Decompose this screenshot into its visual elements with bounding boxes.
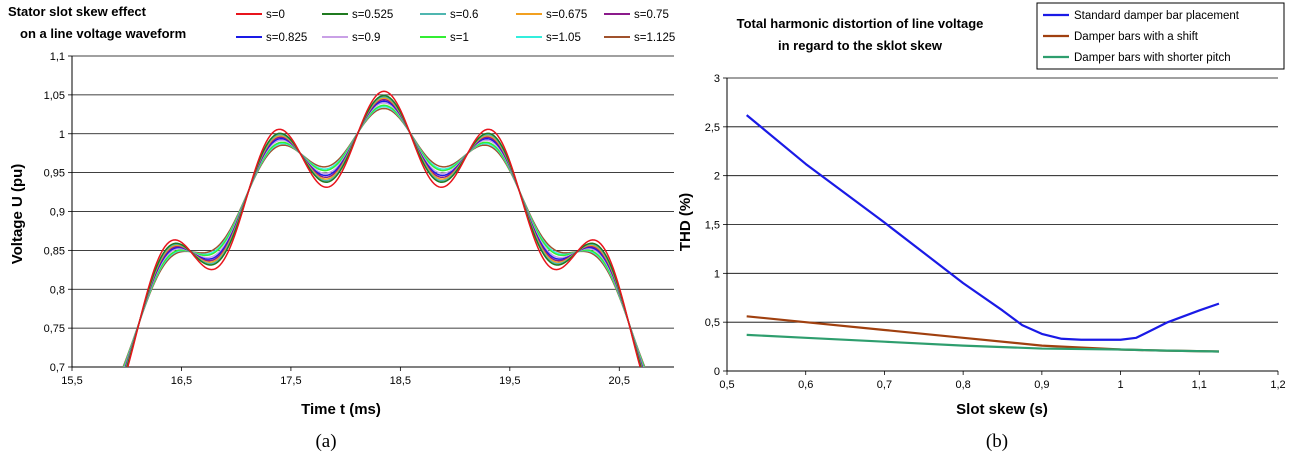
panel-b-series-line [746, 333, 1219, 353]
panel-b-y-tick-label: 0 [714, 366, 720, 378]
panel-a-series-line [126, 94, 642, 367]
panel-b-y-axis-label: THD (%) [677, 193, 694, 251]
panel-b-legend-label: Standard damper bar placement [1074, 10, 1240, 22]
panel-b-y-tick-label: 3 [714, 73, 720, 85]
panel-a-title-line-2: on a line voltage waveform [20, 26, 186, 41]
panel-a-legend-label: s=1 [450, 32, 469, 44]
panel-a-legend-label: s=0.6 [450, 9, 478, 21]
panel-a-x-tick-label: 17,5 [280, 375, 301, 387]
panel-b-x-tick-label: 1 [1118, 379, 1124, 391]
panel-a-x-tick-label: 19,5 [499, 375, 520, 387]
panel-b-y-tick-label: 2,5 [705, 122, 720, 134]
panel-a-series-line [124, 100, 644, 367]
panel-b-caption: (b) [986, 431, 1008, 452]
panel-a-series-line [124, 102, 644, 367]
panel-b-legend: Standard damper bar placement Damper bars… [1036, 2, 1285, 70]
panel-a-series-line [122, 107, 646, 367]
panel-b-x-axis-label: Slot skew (s) [956, 401, 1048, 418]
panel-a-legend-label: s=1.125 [634, 32, 675, 44]
panel-a-y-tick-label: 0,9 [50, 207, 65, 219]
panel-b-title-line-2: in regard to the sklot skew [778, 38, 943, 53]
panel-b-y-tick-label: 1,5 [705, 220, 720, 232]
panel-a-x-tick-label: 18,5 [390, 375, 411, 387]
panel-a-y-tick-label: 1,05 [44, 90, 65, 102]
panel-a-legend-label: s=0.825 [266, 32, 307, 44]
panel-a-series-line [123, 105, 645, 367]
panel-a-voltage-chart: Stator slot skew effect on a line voltag… [8, 4, 675, 452]
panel-a-legend-label: s=0.9 [352, 32, 380, 44]
panel-b-title-line-1: Total harmonic distortion of line voltag… [737, 16, 984, 31]
panel-b-x-tick-label: 0,7 [877, 379, 892, 391]
panel-a-x-tick-label: 20,5 [609, 375, 630, 387]
panel-b-legend-box [1036, 2, 1285, 70]
panel-a-y-tick-label: 0,75 [44, 323, 65, 335]
panel-a-legend-label: s=0.525 [352, 9, 393, 21]
panel-a-title-line-1: Stator slot skew effect [8, 4, 147, 19]
panel-a-caption: (a) [315, 431, 336, 452]
panel-a-series-group [122, 90, 646, 367]
panel-b-legend-label: Damper bars with shorter pitch [1074, 52, 1231, 64]
panel-a-legend-label: s=0.675 [546, 9, 587, 21]
panel-a-series-line [125, 98, 643, 367]
panel-b-y-tick-label: 0,5 [705, 317, 720, 329]
panel-a-y-tick-label: 1,1 [50, 51, 65, 63]
panel-b-plot-area: 00,511,522,530,5 0,6 0,7 0,8 0,9 1 1,1 1,2 [705, 73, 1286, 391]
panel-a-legend-label: s=1.05 [546, 32, 581, 44]
panel-a-x-tick-label: 15,5 [61, 375, 82, 387]
panel-a-y-tick-label: 0,8 [50, 284, 65, 296]
panel-a-series-line [126, 90, 641, 367]
panel-b-y-tick-label: 1 [714, 268, 720, 280]
panel-b-series-line [745, 114, 1220, 341]
panel-b-y-tick-label: 2 [714, 171, 720, 183]
panel-a-legend-label: s=0 [266, 9, 285, 21]
panel-b-thd-chart: Total harmonic distortion of line voltag… [677, 2, 1286, 452]
panel-a-series-line [125, 97, 643, 367]
panel-b-x-tick-label: 0,6 [798, 379, 813, 391]
panel-b-x-tick-label: 0,8 [955, 379, 970, 391]
panel-a-y-tick-label: 0,95 [44, 168, 65, 180]
panel-a-y-tick-label: 0,7 [50, 362, 65, 374]
panel-a-plot-area: 0,7 0,75 0,8 0,85 0,9 0,95 1 1,05 1,1 15,5 16,5 17,… [44, 51, 674, 387]
panel-b-x-tick-label: 1,2 [1270, 379, 1285, 391]
panel-a-x-axis-label: Time t (ms) [301, 401, 381, 418]
panel-b-legend-label: Damper bars with a shift [1074, 31, 1199, 43]
panel-a-y-axis-label: Voltage U (pu) [9, 164, 26, 265]
panel-a-legend-label: s=0.75 [634, 9, 669, 21]
panel-b-x-tick-label: 0,5 [719, 379, 734, 391]
panel-b-x-tick-label: 1,1 [1192, 379, 1207, 391]
panel-a-y-tick-label: 1 [59, 129, 65, 141]
panel-a-x-tick-label: 16,5 [171, 375, 192, 387]
panel-b-x-tick-label: 0,9 [1034, 379, 1049, 391]
panel-a-y-tick-label: 0,85 [44, 245, 65, 257]
panel-a-series-line [123, 104, 645, 367]
panel-a-legend: s=0 s=0.525 s=0.6 s=0.675 s=0.75 s=0.825 s=0.9… [236, 9, 675, 44]
